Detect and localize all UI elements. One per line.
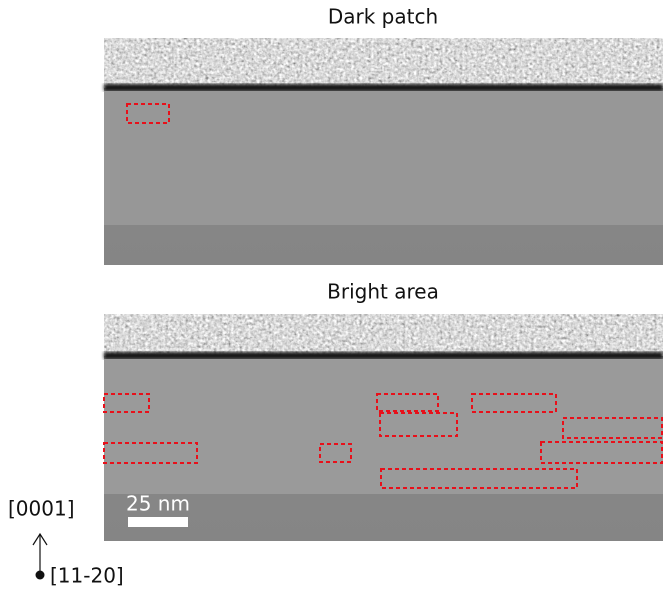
scale-bar bbox=[128, 517, 188, 527]
panel-title: Dark patch bbox=[328, 5, 438, 29]
axis-label: [0001] bbox=[8, 497, 75, 521]
axis-label: [11-20] bbox=[50, 564, 124, 588]
panel-title: Bright area bbox=[327, 280, 439, 304]
figure: Dark patch Bright area 25 nm bbox=[0, 0, 663, 590]
scale-bar-label: 25 nm bbox=[126, 492, 190, 516]
image-bright-area: 25 nm bbox=[104, 314, 663, 541]
image-dark-patch bbox=[104, 38, 663, 265]
